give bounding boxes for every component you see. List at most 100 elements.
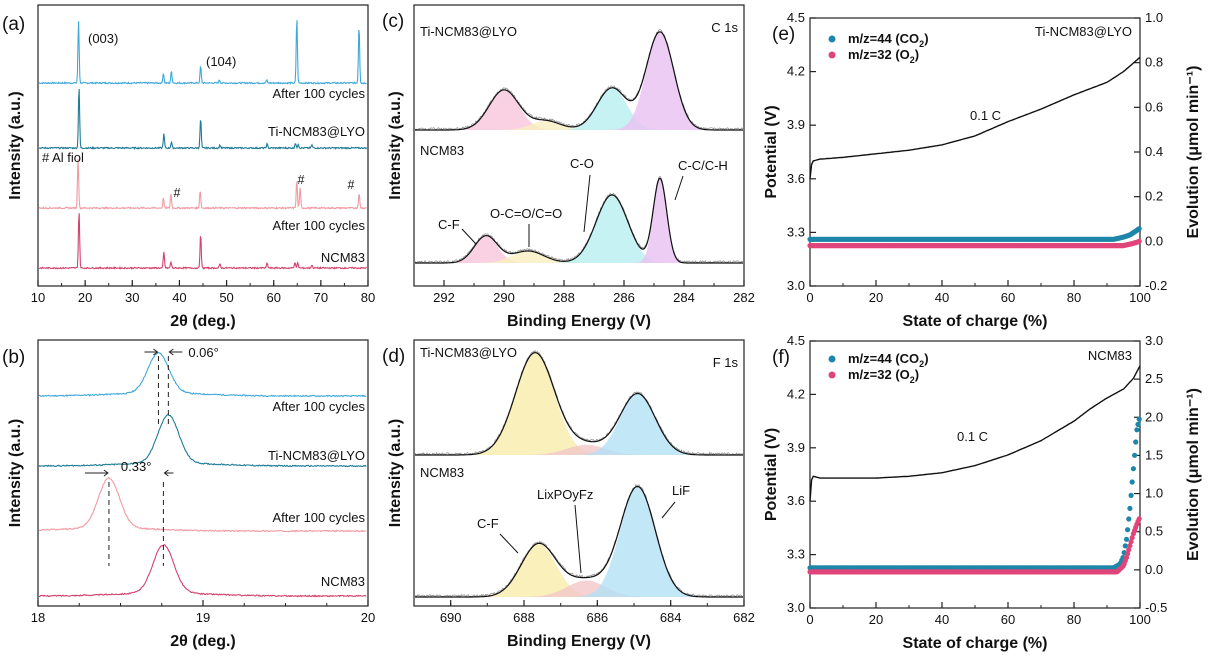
- fit-component-d-1-2: [415, 487, 743, 597]
- al-peak-marker: #: [298, 173, 305, 187]
- panel-label-d: (d): [382, 346, 405, 367]
- cell-name-f: NCM83: [1088, 348, 1132, 363]
- peak-label-003: (003): [88, 31, 118, 46]
- x-tick-label: 80: [1067, 290, 1081, 305]
- co2-evolution-point: [1132, 452, 1138, 458]
- xrd-line-2: [38, 158, 367, 211]
- co2-evolution-point: [1125, 527, 1131, 533]
- annotation-leader: [574, 504, 582, 574]
- annotation-leader: [461, 228, 477, 245]
- y-tick-label: 3.9: [787, 440, 805, 455]
- x-axis-title-c: Binding Energy (V): [507, 313, 651, 330]
- x-tick-label: 50: [219, 290, 233, 305]
- y-right-tick-label: 0.5: [1145, 524, 1163, 539]
- legend-marker-e-0: [828, 35, 836, 43]
- shift-arrow: [163, 469, 174, 477]
- legend-sub: 2: [910, 55, 915, 65]
- y-right-tick-label: 0.8: [1145, 55, 1163, 70]
- x-tick-label: 80: [1067, 612, 1081, 627]
- y-right-axis-title-f: Evolution (μmol min⁻¹): [1185, 388, 1202, 561]
- raw-spectrum-d-0: [414, 349, 744, 456]
- xrd-line-0: [38, 20, 367, 85]
- fitted-envelope-c-0: [415, 31, 743, 131]
- y-tick-label: 3.0: [787, 600, 805, 615]
- o2-evolution-point: [1126, 547, 1132, 553]
- peak-annotation-cf: C-F: [477, 516, 499, 531]
- y-axis-title-e: Potential (V): [763, 105, 780, 198]
- panel-label-c: (c): [382, 11, 404, 32]
- al-peak-marker: #: [348, 178, 355, 192]
- panel-label-b: (b): [2, 347, 25, 368]
- co2-evolution-point: [1127, 505, 1133, 511]
- co2-evolution-e: [807, 226, 1142, 242]
- y-axis-title-f: Potential (V): [763, 428, 780, 521]
- cell-name-e: Ti-NCM83@LYO: [1035, 24, 1132, 39]
- fit-component-d-0-0: [415, 353, 743, 455]
- x-tick-label: 40: [935, 612, 949, 627]
- rate-label-e: 0.1 C: [970, 108, 1001, 123]
- xrd-line-3: [38, 213, 367, 270]
- x-tick-label: 686: [586, 610, 608, 625]
- series-label-b-1: Ti-NCM83@LYO: [268, 448, 365, 463]
- x-tick-label: 10: [31, 290, 45, 305]
- x-axis-title-e: State of charge (%): [903, 313, 1048, 330]
- legend-text: m/z=32 (O: [848, 47, 910, 62]
- o2-evolution-point: [1136, 238, 1142, 244]
- o2-evolution-point: [1128, 539, 1134, 545]
- fit-component-c-1-3: [415, 179, 743, 263]
- x-tick-label: 292: [433, 290, 455, 305]
- panel-c-frame: [413, 4, 745, 287]
- x-tick-label: 100: [1129, 612, 1151, 627]
- y-tick-label: 3.0: [787, 278, 805, 293]
- peak-annotation-cf: C-F: [438, 217, 460, 232]
- legend-text: m/z=32 (O: [848, 367, 910, 382]
- fit-component-d-1-1: [415, 580, 743, 597]
- co2-evolution-point: [1135, 421, 1141, 427]
- legend-sub: 2: [910, 375, 915, 385]
- potential-curve-e: [809, 56, 1141, 179]
- y-right-tick-label: 3.0: [1145, 333, 1163, 348]
- y-tick-label: 3.6: [787, 171, 805, 186]
- legend-text: ): [924, 351, 928, 366]
- x-axis-title-d: Binding Energy (V): [507, 633, 651, 650]
- series-label-a-3: NCM83: [321, 250, 365, 265]
- x-tick-label: 18: [31, 610, 45, 625]
- peak-annotation-co: C-O: [570, 156, 594, 171]
- x-tick-label: 20: [78, 290, 92, 305]
- co2-evolution-point: [1128, 492, 1134, 498]
- series-label-a-1: Ti-NCM83@LYO: [268, 124, 365, 139]
- x-tick-label: 60: [266, 290, 280, 305]
- annotation-leader: [583, 174, 591, 233]
- y-right-tick-label: 0.0: [1145, 562, 1163, 577]
- y-right-tick-label: 0.0: [1145, 233, 1163, 248]
- legend-text: ): [915, 367, 919, 382]
- o2-evolution-point: [1125, 551, 1131, 557]
- annotation-leader: [499, 533, 519, 554]
- x-tick-label: 684: [660, 610, 682, 625]
- legend-label-f-1: m/z=32 (O2): [848, 367, 919, 385]
- x-axis-title-f: State of charge (%): [903, 635, 1048, 652]
- series-label-a-2: After 100 cycles: [273, 218, 366, 233]
- panel-label-e: (e): [772, 24, 795, 45]
- o2-evolution-point: [1136, 516, 1142, 522]
- x-tick-label: 20: [361, 610, 375, 625]
- peak-annotation-lif: LiF: [672, 483, 690, 498]
- x-tick-label: 688: [513, 610, 535, 625]
- o2-evolution-f: [807, 516, 1142, 575]
- panel-d-frame: [413, 339, 745, 607]
- series-label-a-0: After 100 cycles: [273, 86, 366, 101]
- series-label-b-2: After 100 cycles: [273, 510, 366, 525]
- y-right-tick-label: -0.5: [1145, 600, 1167, 615]
- shift-label-006: 0.06°: [188, 345, 219, 360]
- legend-marker-e-1: [828, 51, 836, 59]
- panel-label-f: (f): [772, 347, 790, 368]
- fitted-envelope-c-1: [415, 177, 743, 264]
- y-right-tick-label: 1.5: [1145, 447, 1163, 462]
- co2-evolution-point: [1136, 416, 1142, 422]
- legend-text: m/z=44 (CO: [848, 31, 919, 46]
- y-right-tick-label: 1.0: [1145, 10, 1163, 25]
- spectrum-region-d: F 1s: [713, 355, 739, 370]
- legend-text: ): [915, 47, 919, 62]
- o2-evolution-e: [807, 238, 1142, 249]
- x-tick-label: 20: [869, 612, 883, 627]
